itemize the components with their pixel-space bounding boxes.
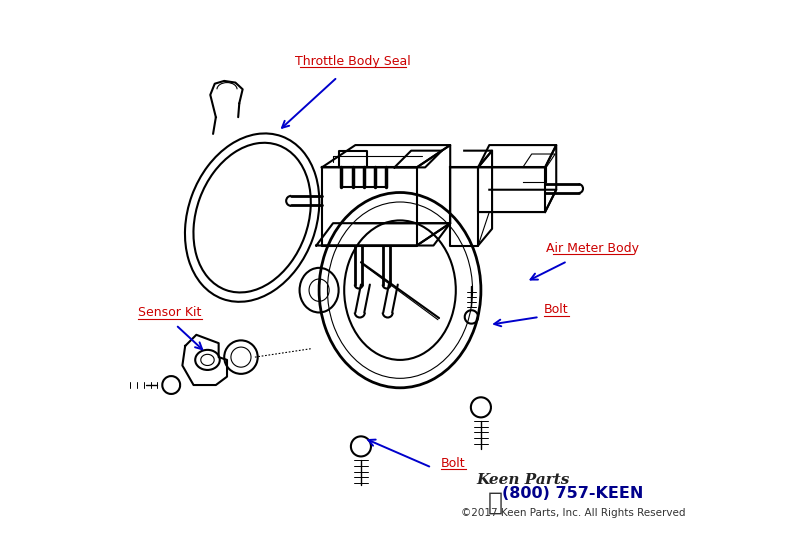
Text: Bolt: Bolt xyxy=(544,303,569,316)
Text: ©2017 Keen Parts, Inc. All Rights Reserved: ©2017 Keen Parts, Inc. All Rights Reserv… xyxy=(461,508,686,518)
Text: Keen Parts: Keen Parts xyxy=(476,473,570,487)
Text: 🚗: 🚗 xyxy=(487,490,502,514)
Text: Bolt: Bolt xyxy=(441,456,466,470)
Text: (800) 757-KEEN: (800) 757-KEEN xyxy=(502,487,644,501)
Text: Air Meter Body: Air Meter Body xyxy=(546,242,639,255)
Text: Sensor Kit: Sensor Kit xyxy=(138,306,202,319)
Text: Throttle Body Seal: Throttle Body Seal xyxy=(294,55,410,68)
